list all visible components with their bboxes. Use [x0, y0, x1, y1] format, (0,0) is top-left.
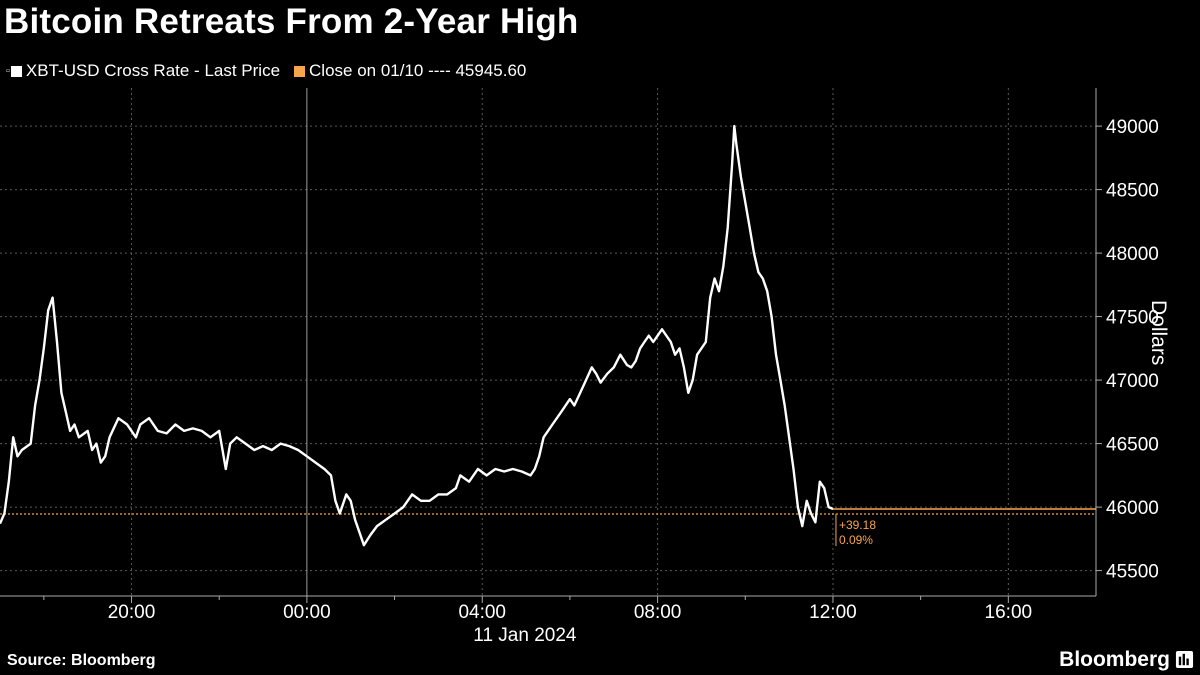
legend-label-reference: Close on 01/10 ---- 45945.60	[309, 61, 527, 80]
change-annotation-group: +39.180.09%	[835, 514, 876, 547]
legend-swatch-reference	[294, 65, 306, 77]
bloomberg-terminal-icon	[1175, 650, 1194, 669]
brand-logo: Bloomberg	[1059, 648, 1170, 671]
x-tick-label: 12:00	[809, 602, 857, 623]
legend-label-series: XBT-USD Cross Rate - Last Price	[25, 61, 281, 80]
x-tick-label: 08:00	[634, 602, 682, 623]
chart-title: Bitcoin Retreats From 2-Year High	[4, 2, 579, 41]
y-tick-label: 49000	[1106, 117, 1159, 138]
y-tick-labels: 45500 46000 46500 47000 47500 48000 48500 49000	[1106, 117, 1159, 582]
legend-swatch-series	[10, 65, 22, 77]
x-tick-label: 04:00	[458, 602, 506, 623]
y-tick-label: 47000	[1106, 371, 1159, 392]
legend-item-series: ▫ XBT-USD Cross Rate - Last Price	[6, 61, 280, 81]
change-annotation-text: +39.18	[839, 518, 876, 532]
source-note: Source: Bloomberg	[7, 652, 156, 669]
x-tick-label: 00:00	[283, 602, 331, 623]
y-tick-label: 45500	[1106, 562, 1159, 583]
chart-legend: ▫ XBT-USD Cross Rate - Last Price Close …	[6, 61, 540, 81]
legend-item-reference: Close on 01/10 ---- 45945.60	[294, 61, 526, 81]
x-tick-label: 16:00	[985, 602, 1033, 623]
chart-axes	[0, 88, 1102, 603]
x-date-label: 11 Jan 2024	[473, 625, 577, 646]
change-annotation-text: 0.09%	[839, 533, 873, 547]
y-tick-label: 46500	[1106, 435, 1159, 456]
grid-lines	[0, 88, 1096, 596]
y-tick-label: 48500	[1106, 181, 1159, 202]
y-tick-label: 46000	[1106, 498, 1159, 519]
price-line	[0, 124, 834, 547]
y-tick-label: 47500	[1106, 308, 1159, 329]
y-tick-label: 48000	[1106, 244, 1159, 265]
series-marker-icon: ▫	[6, 65, 10, 77]
y-axis-label: Dollars	[1147, 300, 1170, 366]
x-tick-labels: 20:00 00:00 04:00 08:00 12:00 16:00 11 Jan 202…	[108, 602, 1032, 646]
series-group	[0, 124, 1096, 547]
x-tick-label: 20:00	[108, 602, 156, 623]
